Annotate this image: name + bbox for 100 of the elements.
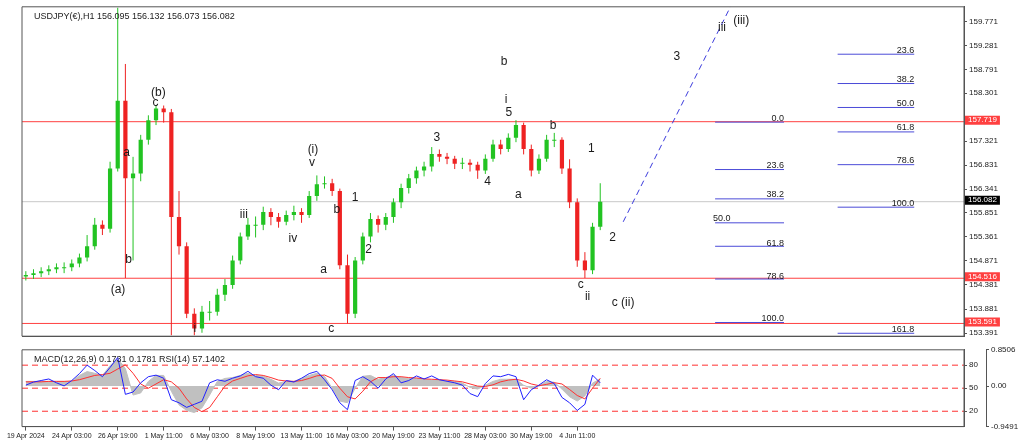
y-tick-label: 80 <box>969 360 979 370</box>
candlestick <box>314 174 319 202</box>
candlestick <box>322 175 327 190</box>
annotation: (i) <box>307 142 319 157</box>
candlestick <box>529 144 534 177</box>
annotation: iii <box>718 20 727 35</box>
y-tick-label: 158.301 <box>969 88 999 98</box>
candlestick <box>467 158 473 172</box>
y-tick-label: 155.851 <box>969 208 999 218</box>
y-tick-label: 159.281 <box>969 40 999 50</box>
annotation: 2 <box>365 242 373 257</box>
candlestick <box>92 217 97 251</box>
annotation: 1 <box>588 140 596 155</box>
y2-tick-label: 0.8506 <box>991 345 1017 354</box>
y-tick-label: 154.871 <box>969 256 999 266</box>
ref-line-label: 153.591 <box>968 317 998 327</box>
candlestick <box>253 215 258 238</box>
annotation: 100.0 <box>761 313 785 324</box>
annotation: 161.8 <box>891 323 915 334</box>
annotation: 4 <box>484 174 492 189</box>
annotation: 2 <box>609 229 617 244</box>
annotation: c (ii) <box>611 294 635 309</box>
annotation: v <box>308 155 315 170</box>
annotation: i <box>504 92 508 107</box>
y2-tick-label: -0.9491 <box>991 421 1019 431</box>
y-tick-label: 159.771 <box>969 16 999 26</box>
ref-line-label: 156.082 <box>968 195 998 205</box>
candlestick <box>146 114 151 146</box>
annotation: 23.6 <box>766 160 785 171</box>
y-tick-label: 154.381 <box>969 280 999 290</box>
annotation: 78.6 <box>896 155 915 166</box>
annotation: 61.8 <box>896 122 915 133</box>
candlestick <box>506 132 511 153</box>
y-tick-label: 155.361 <box>969 232 999 242</box>
candlestick <box>429 146 434 172</box>
candlestick <box>62 261 67 274</box>
candlestick <box>521 122 526 155</box>
y-tick-label: 153.391 <box>969 328 999 338</box>
annotation: 78.6 <box>766 270 785 281</box>
annotation: 100.0 <box>891 197 915 208</box>
y-tick-label: 50 <box>969 383 979 393</box>
annotation: iii <box>239 207 248 222</box>
candlestick <box>391 197 396 224</box>
annotation: i <box>193 320 197 335</box>
annotation: (iii) <box>733 12 750 27</box>
annotation: 3 <box>433 129 441 144</box>
annotation: c <box>577 277 584 292</box>
candlestick <box>199 305 205 334</box>
annotation: (a) <box>110 282 126 297</box>
candlestick <box>238 232 243 265</box>
candlestick <box>444 152 450 165</box>
candlestick <box>84 234 90 262</box>
ref-line-label: 157.719 <box>968 115 998 125</box>
annotation: 3 <box>673 48 681 63</box>
ref-line-label: 154.516 <box>968 271 998 281</box>
y-tick-label: 158.791 <box>969 64 999 74</box>
annotation: a <box>515 187 523 202</box>
annotation: ii <box>584 288 591 303</box>
candlestick <box>490 139 496 163</box>
annotation: 38.2 <box>766 189 785 200</box>
candlestick <box>39 266 44 278</box>
candlestick <box>421 161 427 177</box>
candlestick <box>460 157 465 170</box>
candlestick <box>368 212 373 243</box>
candlestick <box>552 132 557 148</box>
annotation: 1 <box>351 189 359 204</box>
annotation: 0.0 <box>771 112 785 123</box>
candlestick <box>215 288 220 317</box>
candlestick <box>291 205 296 221</box>
candlestick <box>536 153 542 175</box>
candlestick <box>130 156 136 261</box>
y-tick-label: 157.321 <box>969 136 999 146</box>
y-tick-label: 20 <box>969 406 979 416</box>
candlestick <box>245 217 251 241</box>
candlestick <box>513 119 519 143</box>
annotation: c <box>328 320 335 335</box>
candlestick <box>222 278 228 302</box>
candlestick <box>268 207 274 226</box>
candlestick <box>261 206 266 231</box>
y-tick-label: 153.881 <box>969 304 999 314</box>
candlestick <box>398 183 404 209</box>
annotation: 61.8 <box>766 237 785 248</box>
annotation: 50.0 <box>896 98 915 109</box>
candlestick <box>483 153 488 175</box>
annotation: 38.2 <box>896 74 915 85</box>
candlestick <box>376 214 381 234</box>
annotation: a <box>320 261 328 276</box>
candlestick <box>153 105 159 126</box>
y-tick-label: 156.831 <box>969 160 999 170</box>
annotation: 5 <box>505 104 513 119</box>
annotation: 50.0 <box>712 213 731 224</box>
annotation: b <box>125 251 133 266</box>
candlestick <box>207 300 212 322</box>
candlestick <box>406 173 411 194</box>
annotation: iv <box>288 230 298 245</box>
candlestick <box>360 232 365 265</box>
candlestick <box>544 134 549 163</box>
y2-tick-label: 0.00 <box>991 381 1008 391</box>
candlestick <box>582 251 588 279</box>
annotation: 23.6 <box>896 44 915 55</box>
